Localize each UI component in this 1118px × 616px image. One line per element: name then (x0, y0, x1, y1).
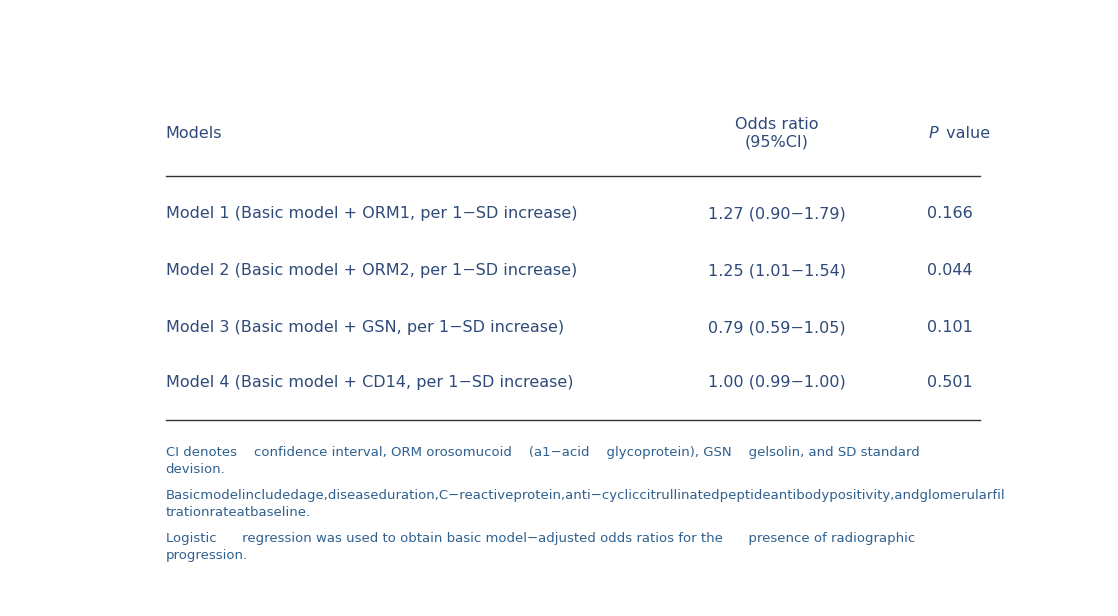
Text: Basicmodelincludedage,diseaseduration,C−reactiveprotein,anti−cycliccitrullinated: Basicmodelincludedage,diseaseduration,C−… (165, 489, 1005, 519)
Text: $P$: $P$ (928, 125, 939, 141)
Text: Models: Models (165, 126, 222, 140)
Text: 0.101: 0.101 (927, 320, 973, 335)
Text: Logistic      regression was used to obtain basic model−adjusted odds ratios for: Logistic regression was used to obtain b… (165, 532, 915, 562)
Text: 0.044: 0.044 (927, 263, 973, 278)
Text: 0.501: 0.501 (927, 375, 973, 390)
Text: Model 1 (Basic model + ORM1, per 1−SD increase): Model 1 (Basic model + ORM1, per 1−SD in… (165, 206, 577, 221)
Text: Model 2 (Basic model + ORM2, per 1−SD increase): Model 2 (Basic model + ORM2, per 1−SD in… (165, 263, 577, 278)
Text: Odds ratio
(95%CI): Odds ratio (95%CI) (735, 117, 818, 150)
Text: 0.166: 0.166 (927, 206, 973, 221)
Text: 0.79 (0.59−1.05): 0.79 (0.59−1.05) (708, 320, 845, 335)
Text: Model 4 (Basic model + CD14, per 1−SD increase): Model 4 (Basic model + CD14, per 1−SD in… (165, 375, 574, 390)
Text: CI denotes    confidence interval, ORM orosomucoid    (a1−acid    glycoprotein),: CI denotes confidence interval, ORM oros… (165, 446, 919, 476)
Text: 1.27 (0.90−1.79): 1.27 (0.90−1.79) (708, 206, 845, 221)
Text: Model 3 (Basic model + GSN, per 1−SD increase): Model 3 (Basic model + GSN, per 1−SD inc… (165, 320, 563, 335)
Text: 1.00 (0.99−1.00): 1.00 (0.99−1.00) (708, 375, 845, 390)
Text: 1.25 (1.01−1.54): 1.25 (1.01−1.54) (708, 263, 845, 278)
Text: value: value (941, 126, 991, 140)
